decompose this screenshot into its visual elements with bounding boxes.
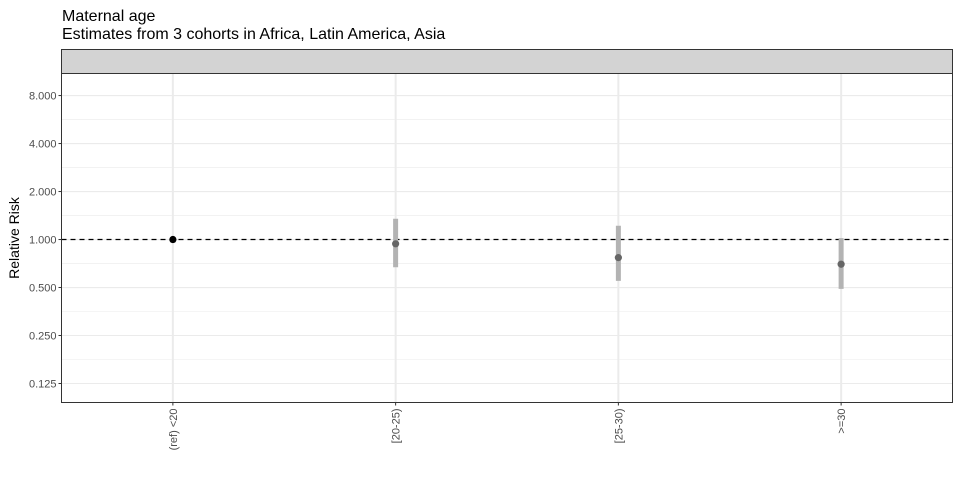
y-tick-label: 1.000 xyxy=(29,235,57,247)
y-tick-label: 4.000 xyxy=(29,139,57,151)
gridlines xyxy=(61,73,953,403)
confidence-intervals xyxy=(393,218,844,289)
x-tick-label: >=30 xyxy=(836,409,848,434)
estimate-point xyxy=(392,240,400,248)
chart-title: Maternal age xyxy=(62,8,155,25)
y-tick-label: 0.250 xyxy=(29,331,57,343)
y-tick-label: 0.125 xyxy=(29,378,57,390)
y-tick-label: 2.000 xyxy=(29,187,57,199)
estimate-point xyxy=(614,254,622,262)
x-tick-label: [25-30) xyxy=(613,409,625,444)
y-tick-label: 0.500 xyxy=(29,283,57,295)
reference-point xyxy=(169,235,177,244)
y-axis: 0.125 0.250 0.500 1.000 2.000 4.000 8.000 xyxy=(29,91,62,390)
panel-border xyxy=(61,73,953,403)
x-tick-label: [20-25) xyxy=(391,409,403,444)
y-tick-label: 8.000 xyxy=(29,91,57,103)
x-axis: (ref) <20 [20-25) [25-30) >=30 xyxy=(168,402,848,451)
estimate-point xyxy=(837,260,845,268)
x-tick-label: (ref) <20 xyxy=(168,409,180,451)
facet-strip xyxy=(61,49,953,74)
chart-subtitle: Estimates from 3 cohorts in Africa, Lati… xyxy=(62,26,445,43)
estimate-points xyxy=(169,235,845,268)
y-axis-title: Relative Risk xyxy=(6,196,22,279)
